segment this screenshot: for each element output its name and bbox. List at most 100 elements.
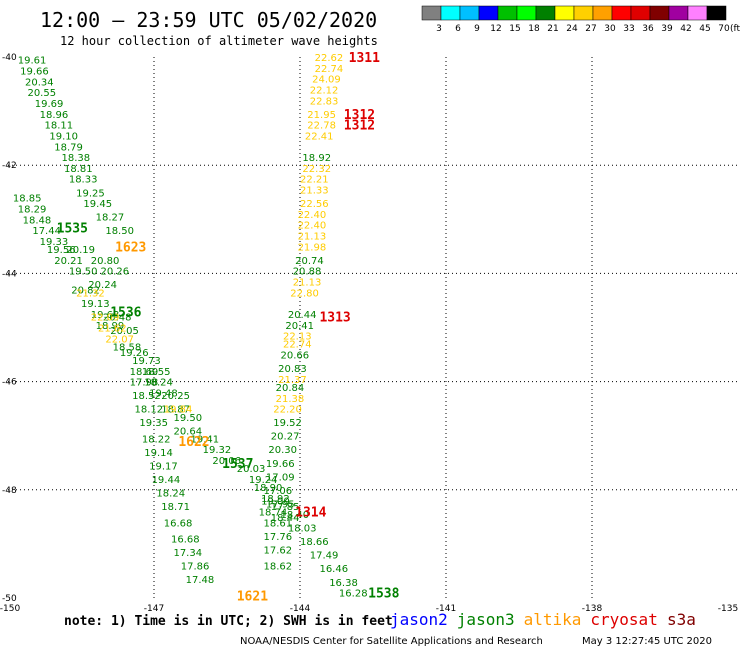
swh-value-jason3: 18.22 [142,434,171,445]
swh-value-jason3: 20.27 [271,432,300,443]
pass-label: 1313 [319,311,350,326]
swh-value-jason3: 18.52 [132,391,161,402]
swh-value-jason3: 19.66 [20,67,49,78]
y-tick-label: -46 [2,378,17,388]
credit-text: NOAA/NESDIS Center for Satellite Applica… [240,636,543,647]
scale-label: 6 [455,24,461,34]
swh-value-jason3: 18.29 [18,204,47,215]
swh-value-altika: 22.78 [307,121,336,132]
pass-label: 1536 [110,305,141,320]
swh-value-altika: 22.09 [91,313,120,324]
swh-value-jason3: 18.11 [45,121,74,132]
swh-value-altika: 22.62 [315,53,344,64]
swh-value-jason3: 18.90 [254,483,283,494]
swh-value-jason3: 17.09 [266,472,295,483]
swh-value-jason3: 19.26 [120,348,149,359]
y-tick-label: -44 [2,269,17,279]
swh-value-jason3: 19.50 [173,413,202,424]
swh-value-jason3: 19.32 [203,445,232,456]
scale-swatch [611,5,632,21]
swh-value-jason3: 18.61 [264,518,293,529]
scale-label: 21 [547,24,558,34]
swh-value-jason3: 19.52 [273,418,302,429]
satellite-legend: jason2 jason3 altika cryosat s3a [390,610,696,629]
swh-value-jason3: 17.62 [264,545,293,556]
swh-value-jason3: 20.06 [212,456,241,467]
swh-value-altika: 22.07 [105,334,134,345]
scale-swatch [630,5,651,21]
x-tick-label: -135 [718,604,738,614]
swh-value-jason3: 19.50 [69,267,98,278]
swh-value-jason3: 17.44 [32,226,61,237]
swh-value-jason3: 20.80 [91,256,120,267]
swh-value-altika: 21.95 [307,110,336,121]
swh-value-jason3: 18.92 [302,153,331,164]
pass-label: 1623 [115,240,146,255]
swh-value-jason3: 18.33 [69,175,98,186]
swh-value-jason3: 16.68 [164,518,193,529]
swh-value-jason3: 19.44 [152,475,181,486]
satellite-legend-altika: altika [524,610,582,629]
swh-value-jason3: 20.19 [66,245,95,256]
swh-value-jason3: 17.86 [181,562,210,573]
satellite-legend-jason2: jason2 [390,610,448,629]
swh-value-jason3: 16.68 [171,534,200,545]
scale-swatch [421,5,442,21]
scale-swatch [459,5,480,21]
swh-value-jason3: 18.79 [54,142,83,153]
scale-swatch [535,5,556,21]
swh-value-jason3: 19.63 [91,310,120,321]
scale-label: 3 [436,24,442,34]
swh-value-altika: 21.62 [98,324,127,335]
swh-value-jason3: 18.85 [13,194,42,205]
swh-value-jason3: 18.66 [300,537,329,548]
swh-value-altika: 22.13 [283,332,312,343]
x-tick-label: -141 [436,604,456,614]
swh-value-jason3: 16.28 [339,589,368,600]
swh-value-jason3: 20.44 [288,310,317,321]
swh-value-jason3: 20.21 [54,256,83,267]
scale-swatch [554,5,575,21]
swh-value-altika: 22.32 [302,164,331,175]
swh-value-altika: 21.32 [76,288,105,299]
axis-tick-labels: -150 -147 -144 -141 -138 -135 -40 -42 -44 -46 -48 -… [0,53,738,614]
swh-value-jason3: 20.41 [285,321,314,332]
chart-title: 12:00 – 23:59 UTC 05/02/2020 [40,8,377,32]
pass-label: 1535 [57,221,88,236]
swh-value-jason3: 20.03 [237,464,266,475]
swh-value-jason3: 18.92 [261,494,290,505]
swh-value-altika: 24.09 [312,75,341,86]
swh-value-jason3: 19.13 [81,299,110,310]
pass-label: 1538 [368,587,399,602]
swh-value-jason3: 18.48 [23,215,52,226]
swh-value-jason3: 18.87 [161,405,190,416]
swh-value-jason3: 17.98 [130,378,159,389]
scale-swatch [649,5,670,21]
scale-label: 45 [699,24,710,34]
swh-value-jason3: 19.00 [261,497,290,508]
scale-swatch [573,5,594,21]
scale-unit: (ft) [730,24,740,34]
scale-label: 9 [474,24,480,34]
swh-value-jason3: 19.73 [132,356,161,367]
x-tick-label: -144 [290,604,311,614]
scale-swatch [668,5,689,21]
pass-label: 1312 [344,108,375,123]
swh-value-jason3: 17.06 [264,486,293,497]
swh-value-jason3: 20.24 [88,280,117,291]
swh-value-jason3: 20.88 [293,267,322,278]
swh-value-jason3: 19.14 [144,448,173,459]
swh-value-jason3: 19.61 [18,56,47,67]
swh-value-altika: 22.80 [290,288,319,299]
swh-value-jason3: 19.10 [49,131,78,142]
swh-value-altika: 19.84 [164,405,193,416]
scale-label: 33 [623,24,634,34]
scale-swatch [687,5,708,21]
swh-value-altika: 21.98 [298,242,327,253]
swh-value-jason3: 20.66 [281,351,310,362]
pass-label: 1537 [222,457,253,472]
swh-value-jason3: 20.74 [295,256,324,267]
swh-value-jason3: 19.56 [47,245,76,256]
swh-value-altika: 22.12 [310,85,339,96]
